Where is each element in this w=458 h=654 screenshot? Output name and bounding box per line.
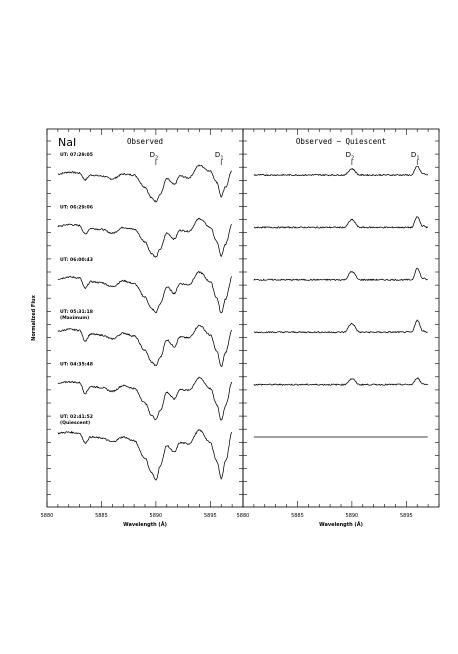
- difference-line-right: [253, 319, 428, 334]
- right-panel-frame: [242, 128, 440, 508]
- x-tick-label: 5895: [400, 513, 413, 519]
- series-label-note: (Quiescent): [60, 420, 90, 426]
- series-label: UT: 07:29:05: [60, 152, 93, 158]
- left-series-labels: UT: 07:29:05 UT: 06:29:06 UT: 06:00:43 UT: …: [60, 152, 93, 426]
- x-tick-label: 5895: [204, 513, 217, 519]
- left-panel-title: Observed: [127, 137, 163, 146]
- difference-line-right: [253, 216, 429, 229]
- element-label: NaI: [58, 136, 76, 149]
- spectrum-line-left: [57, 271, 233, 314]
- marker-label: D1: [411, 151, 420, 162]
- left-spectra: [57, 164, 233, 481]
- marker-label: D2: [346, 151, 355, 162]
- spectrum-line-left: [57, 164, 232, 203]
- marker-label: D2: [150, 151, 159, 162]
- x-tick-label: 5880: [237, 513, 250, 519]
- spectrum-line-left: [57, 218, 233, 258]
- x-tick-label: 5885: [95, 513, 108, 519]
- spectrum-line-left: [57, 376, 233, 421]
- difference-line-right: [253, 267, 428, 281]
- series-label: UT: 06:00:43: [60, 257, 93, 263]
- marker-label: D1: [215, 151, 224, 162]
- right-spectra: [253, 166, 429, 438]
- x-tick-label: 5880: [41, 513, 54, 519]
- spectrum-line-left: [57, 429, 233, 481]
- line-markers: D2 D1 D2 D1: [150, 151, 420, 165]
- x-axis-label-right: Wavelength (Å): [319, 521, 363, 528]
- difference-line-right: [253, 377, 428, 386]
- x-tick-labels: 5880 5885 5890 5895 5880 5885 5890 5895: [41, 513, 413, 519]
- series-label: UT: 04:35:48: [60, 362, 93, 368]
- x-tick-label: 5885: [291, 513, 304, 519]
- axis-ticks: [46, 129, 440, 507]
- series-label: UT: 02:41:52: [60, 414, 93, 420]
- series-label-note: (Maximum): [60, 315, 89, 321]
- right-panel-title: Observed − Quiescent: [296, 137, 386, 146]
- difference-line-right: [253, 166, 428, 177]
- series-label: UT: 06:29:06: [60, 204, 93, 210]
- x-axis-label-left: Wavelength (Å): [123, 521, 167, 528]
- x-tick-label: 5890: [150, 513, 163, 519]
- y-axis-label: Normalized Flux: [31, 294, 37, 340]
- x-tick-label: 5890: [346, 513, 359, 519]
- series-label: UT: 05:31:18: [60, 309, 93, 315]
- spectrum-line-left: [57, 324, 233, 368]
